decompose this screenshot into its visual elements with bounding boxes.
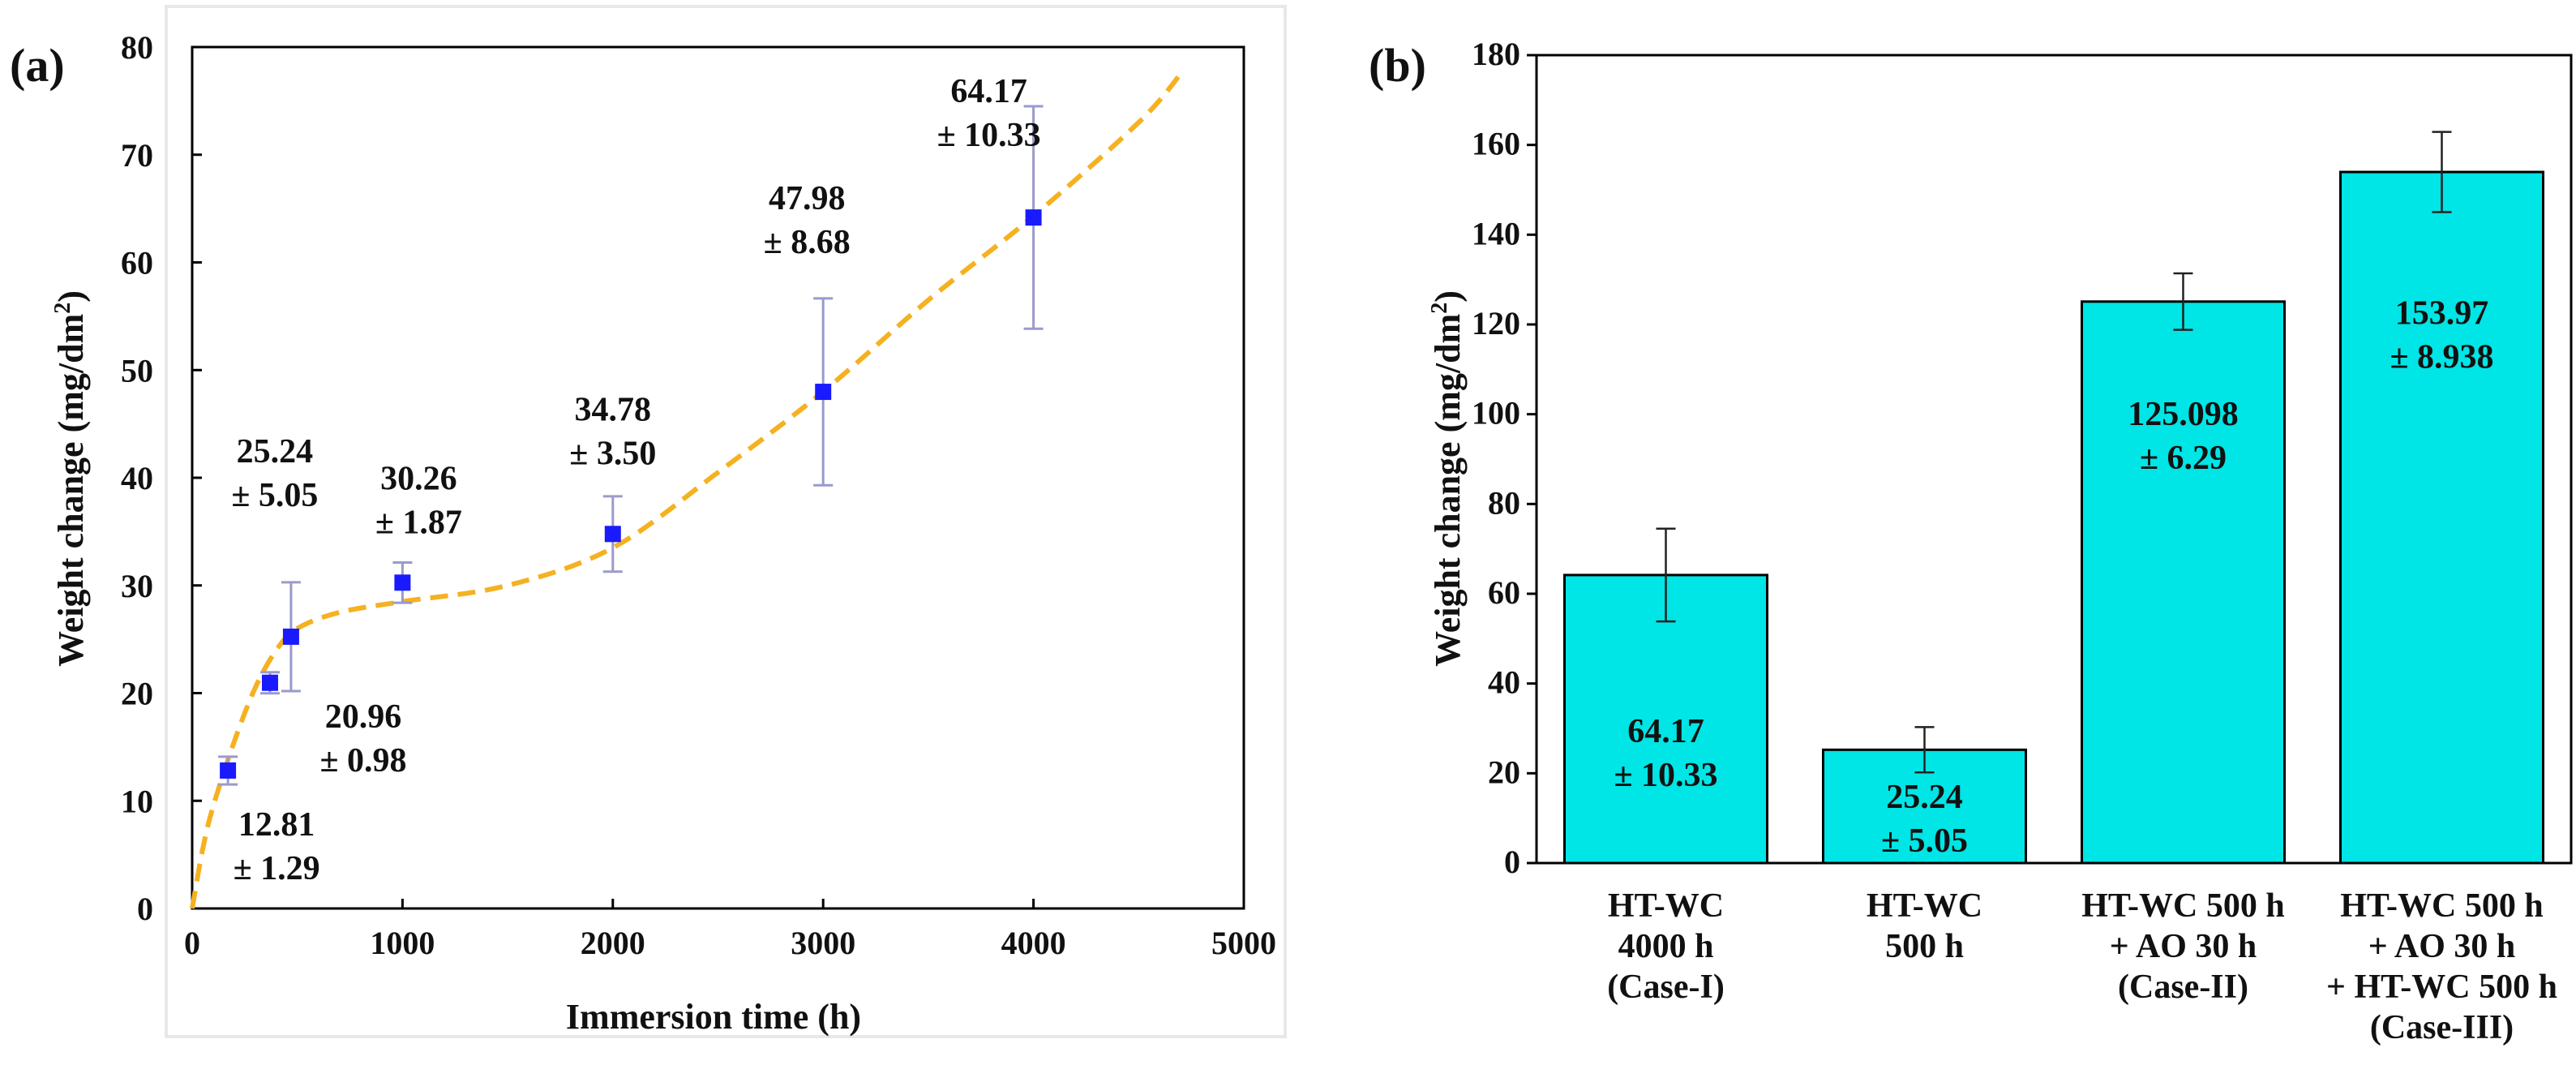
b-category-label-0-line-1: 4000 h (1618, 928, 1714, 965)
b-y-tick-label-0: 0 (1504, 844, 1520, 880)
a-data-point-4 (604, 526, 621, 543)
panel-b-plot-area (1535, 54, 2573, 865)
a-error-label-2: ± 5.05 (231, 477, 318, 514)
b-y-tick-label-4: 80 (1488, 484, 1520, 521)
a-data-point-5 (815, 384, 832, 401)
panel-a-y-axis-title-end: ) (51, 290, 91, 303)
b-error-label-2: ± 6.29 (2140, 440, 2227, 477)
a-x-tick-label-4: 4000 (1001, 925, 1066, 961)
b-y-tick-label-3: 60 (1488, 574, 1520, 611)
a-x-tick-label-1: 1000 (370, 925, 435, 961)
b-category-label-1-line-0: HT-WC (1867, 887, 1982, 925)
b-value-label-0: 64.17 (1627, 713, 1704, 750)
b-y-tick-label-5: 100 (1472, 395, 1520, 432)
a-value-label-0: 12.81 (238, 806, 315, 844)
b-category-label-2-line-1: + AO 30 h (2110, 928, 2257, 965)
a-fit-line (190, 72, 1183, 909)
b-category-label-2-line-2: (Case-II) (2118, 968, 2248, 1006)
a-y-tick-label-4: 40 (121, 460, 153, 496)
a-data-point-2 (282, 628, 299, 645)
panel-b-label: (b) (1369, 39, 1426, 92)
b-y-tick-label-8: 160 (1472, 126, 1520, 162)
b-y-tick-label-7: 140 (1472, 215, 1520, 251)
a-data-point-1 (261, 674, 278, 691)
a-y-tick-label-7: 70 (121, 137, 153, 174)
b-category-label-3-line-1: + AO 30 h (2368, 928, 2515, 965)
a-x-tick-label-3: 3000 (791, 925, 855, 961)
a-error-label-4: ± 3.50 (569, 435, 656, 472)
b-error-label-3: ± 8.938 (2390, 338, 2493, 376)
panel-a-y-axis-title-superscript: 2 (50, 303, 75, 314)
b-y-tick-label-9: 180 (1472, 36, 1520, 72)
a-value-label-4: 34.78 (575, 391, 652, 428)
panel-a-scatter-chart: (a) 0 10 20 30 40 50 60 70 80 0 1000 2000 3000 4000 50… (10, 5, 1287, 1038)
a-y-tick-label-2: 20 (121, 676, 153, 712)
a-value-label-2: 25.24 (237, 433, 314, 470)
panel-b-y-axis-title-superscript: 2 (1427, 303, 1452, 314)
panel-b-bar-chart: (b) 0 20 40 60 80 100 120 140 160 180 64.17 ± 10.3… (1369, 36, 2573, 1046)
panel-a-label: (a) (10, 39, 65, 92)
a-error-label-6: ± 10.33 (937, 117, 1041, 154)
panel-b-y-axis-title-main: Weight change (mg/dm (1428, 314, 1468, 667)
a-x-tick-label-5: 5000 (1211, 925, 1276, 961)
b-bar-0 (1563, 573, 1768, 865)
b-y-tick-label-2: 40 (1488, 664, 1520, 701)
panel-a-x-axis-title: Immersion time (h) (566, 997, 861, 1037)
a-y-tick-label-3: 30 (121, 568, 153, 604)
a-value-label-6: 64.17 (950, 73, 1027, 110)
b-bar-3 (2339, 170, 2544, 865)
b-value-label-3: 153.97 (2395, 294, 2489, 332)
a-error-label-1: ± 0.98 (319, 742, 406, 780)
a-y-tick-label-6: 60 (121, 245, 153, 281)
a-x-tick-label-2: 2000 (581, 925, 645, 961)
a-y-tick-label-5: 50 (121, 352, 153, 389)
b-bar-2 (2081, 300, 2286, 865)
panel-a-axes: 0 10 20 30 40 50 60 70 80 0 1000 2000 3000 4000 5000 (121, 29, 1276, 961)
a-y-tick-label-0: 0 (137, 891, 153, 927)
a-error-label-0: ± 1.29 (234, 850, 320, 887)
b-y-tick-label-1: 20 (1488, 754, 1520, 790)
panel-a-y-axis-title: Weight change (mg/dm2) (50, 290, 91, 667)
b-value-label-2: 125.098 (2128, 396, 2239, 433)
panel-a-data-points: 12.81 ± 1.29 20.96 ± 0.98 25.24 ± 5.05 30.26 ± … (218, 73, 1044, 887)
panel-a-y-axis-title-main: Weight change (mg/dm (51, 314, 91, 667)
b-category-label-3-line-2: + HT-WC 500 h (2326, 968, 2557, 1006)
b-category-label-2-line-0: HT-WC 500 h (2081, 887, 2285, 925)
a-error-label-3: ± 1.87 (375, 504, 462, 541)
panel-a-background-frame (165, 5, 1287, 1038)
b-category-label-3-line-0: HT-WC 500 h (2340, 887, 2544, 925)
b-error-label-0: ± 10.33 (1614, 757, 1717, 794)
b-category-label-0-line-2: (Case-I) (1607, 968, 1725, 1006)
a-y-tick-label-1: 10 (121, 783, 153, 819)
a-x-tick-label-0: 0 (184, 925, 200, 961)
panel-b-y-axis-title: Weight change (mg/dm2) (1427, 290, 1468, 667)
panel-b-y-axis-title-end: ) (1428, 290, 1468, 303)
panel-b-axes: 0 20 40 60 80 100 120 140 160 180 (1472, 36, 1537, 880)
a-data-point-6 (1025, 209, 1042, 226)
b-category-label-0-line-0: HT-WC (1608, 887, 1724, 925)
a-value-label-1: 20.96 (325, 698, 402, 736)
b-category-label-3-line-3: (Case-III) (2370, 1009, 2514, 1046)
a-data-point-3 (394, 574, 411, 591)
b-y-tick-label-6: 120 (1472, 305, 1520, 341)
b-category-label-1-line-1: 500 h (1885, 928, 1964, 965)
b-value-label-1: 25.24 (1886, 779, 1963, 816)
a-data-point-0 (220, 762, 237, 779)
a-error-label-5: ± 8.68 (764, 224, 851, 261)
a-value-label-5: 47.98 (769, 180, 846, 217)
a-value-label-3: 30.26 (380, 460, 457, 497)
a-y-tick-label-8: 80 (121, 29, 153, 66)
b-error-label-1: ± 5.05 (1881, 822, 1968, 860)
panel-a-fit-curve (190, 72, 1183, 909)
